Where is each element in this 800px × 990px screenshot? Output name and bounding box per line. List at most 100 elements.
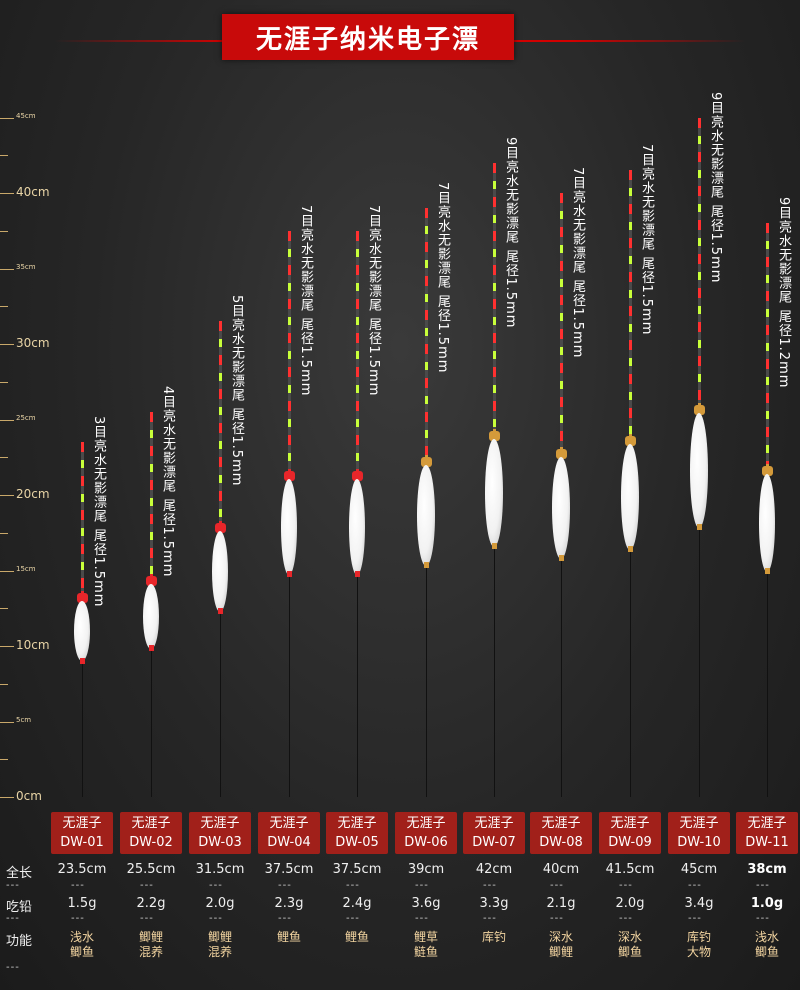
ruler-tick bbox=[0, 193, 14, 194]
row-divider: --- bbox=[278, 880, 292, 891]
model-label: 无涯子 DW-09 bbox=[599, 812, 661, 854]
float-length: 25.5cm bbox=[126, 862, 176, 877]
function-line: 浅水 bbox=[754, 930, 779, 944]
brand-name: 无涯子 bbox=[131, 816, 171, 831]
float-function: 鲤草 鲢鱼 bbox=[396, 930, 456, 960]
float-bottom-cap bbox=[628, 546, 633, 553]
row-divider: --- bbox=[483, 913, 497, 924]
model-code: DW-01 bbox=[60, 835, 104, 850]
float-body bbox=[143, 583, 159, 650]
brand-name: 无涯子 bbox=[610, 816, 650, 831]
float-body bbox=[759, 474, 775, 572]
float-antenna bbox=[493, 162, 496, 430]
float-description: 9目亮水无影漂尾 尾径1.2mm bbox=[776, 197, 791, 389]
function-line: 大物 bbox=[686, 945, 711, 959]
ruler-tick bbox=[0, 457, 8, 459]
model-code: DW-09 bbox=[608, 835, 652, 850]
ruler-label: 10cm bbox=[16, 638, 50, 652]
float-description: 9目亮水无影漂尾 尾径1.5mm bbox=[503, 136, 518, 329]
float-bottom-cap bbox=[697, 524, 702, 531]
float-length: 37.5cm bbox=[264, 862, 314, 877]
function-line: 混养 bbox=[138, 945, 163, 959]
model-code: DW-10 bbox=[677, 835, 721, 850]
float-description: 3目亮水无影漂尾 尾径1.5mm bbox=[91, 416, 106, 608]
float-weight: 3.3g bbox=[479, 896, 509, 911]
float-weight: 2.0g bbox=[205, 896, 235, 911]
float-description: 9目亮水无影漂尾 尾径1.5mm bbox=[708, 91, 723, 283]
ruler-tick bbox=[0, 306, 8, 308]
float-foot bbox=[289, 576, 290, 797]
float-length: 23.5cm bbox=[57, 862, 107, 877]
brand-name: 无涯子 bbox=[679, 816, 719, 831]
float-antenna bbox=[150, 411, 153, 574]
float-length: 40cm bbox=[542, 862, 580, 877]
float-collar bbox=[489, 431, 500, 442]
row-divider: --- bbox=[550, 913, 564, 924]
function-line: 鲫鱼 bbox=[69, 945, 94, 959]
row-label-weight: 吃铅 bbox=[6, 900, 33, 915]
float-description: 7目亮水无影漂尾 尾径1.5mm bbox=[570, 167, 585, 359]
float-collar bbox=[146, 575, 157, 586]
function-line: 浅水 bbox=[69, 930, 94, 944]
function-line: 深水 bbox=[617, 930, 642, 944]
float-description: 7目亮水无影漂尾 尾径1.5mm bbox=[366, 204, 381, 397]
ruler-tick bbox=[0, 344, 14, 345]
row-divider: --- bbox=[550, 880, 564, 891]
ruler-tick bbox=[0, 268, 14, 270]
ruler-tick bbox=[0, 721, 14, 723]
brand-name: 无涯子 bbox=[747, 816, 787, 831]
row-divider: --- bbox=[209, 913, 223, 924]
row-divider: --- bbox=[756, 880, 770, 891]
float-body bbox=[621, 443, 639, 551]
float-collar bbox=[762, 466, 773, 477]
ruler-tick bbox=[0, 381, 8, 383]
float-function: 库钓 bbox=[464, 930, 524, 945]
function-line: 鲤草 bbox=[413, 930, 438, 944]
function-line: 鲫鱼 bbox=[754, 945, 779, 959]
float-antenna bbox=[766, 223, 769, 465]
float-foot bbox=[630, 552, 631, 797]
float-antenna bbox=[288, 230, 291, 469]
model-label: 无涯子 DW-08 bbox=[530, 812, 592, 854]
row-label-length: 全长 bbox=[6, 866, 33, 881]
ruler-label: 0cm bbox=[16, 789, 42, 803]
row-divider: --- bbox=[483, 880, 497, 891]
model-label: 无涯子 DW-05 bbox=[326, 812, 388, 854]
float-length: 31.5cm bbox=[195, 862, 245, 877]
row-divider: --- bbox=[71, 880, 85, 891]
float-collar bbox=[694, 404, 705, 415]
model-code: DW-05 bbox=[335, 835, 379, 850]
function-line: 深水 bbox=[548, 930, 573, 944]
ruler-label: 20cm bbox=[16, 487, 50, 501]
float-weight: 2.1g bbox=[546, 896, 576, 911]
float-body bbox=[690, 412, 708, 529]
float-function: 深水 鲫鲤 bbox=[531, 930, 591, 960]
model-label: 无涯子 DW-01 bbox=[51, 812, 113, 854]
ruler-tick bbox=[0, 646, 14, 647]
ruler-tick bbox=[0, 683, 8, 685]
row-divider: --- bbox=[278, 913, 292, 924]
float-function: 鲤鱼 bbox=[327, 930, 387, 945]
float-collar bbox=[556, 448, 567, 459]
row-divider: --- bbox=[415, 913, 429, 924]
float-function: 浅水 鲫鱼 bbox=[52, 930, 112, 960]
page-title: 无涯子纳米电子漂 bbox=[222, 14, 514, 60]
float-collar bbox=[625, 435, 636, 446]
row-divider: --- bbox=[140, 913, 154, 924]
float-weight: 2.4g bbox=[342, 896, 372, 911]
row-divider: --- bbox=[346, 880, 360, 891]
float-bottom-cap bbox=[149, 645, 154, 652]
ruler-tick bbox=[0, 419, 14, 421]
function-line: 鲢鱼 bbox=[413, 945, 438, 959]
float-description: 5目亮水无影漂尾 尾径1.5mm bbox=[229, 295, 244, 487]
model-label: 无涯子 DW-02 bbox=[120, 812, 182, 854]
ruler-tick bbox=[0, 797, 14, 798]
measuring-ruler: 0cm 5cm 10cm 15cm 20cm 25cm 30cm 35cm 40cm 45cm bbox=[0, 0, 60, 803]
float-weight: 3.6g bbox=[411, 896, 441, 911]
float-collar bbox=[421, 457, 432, 468]
float-collar bbox=[284, 470, 295, 481]
row-divider: --- bbox=[415, 880, 429, 891]
model-code: DW-06 bbox=[404, 835, 448, 850]
ruler-tick bbox=[0, 230, 8, 232]
row-divider: --- bbox=[209, 880, 223, 891]
